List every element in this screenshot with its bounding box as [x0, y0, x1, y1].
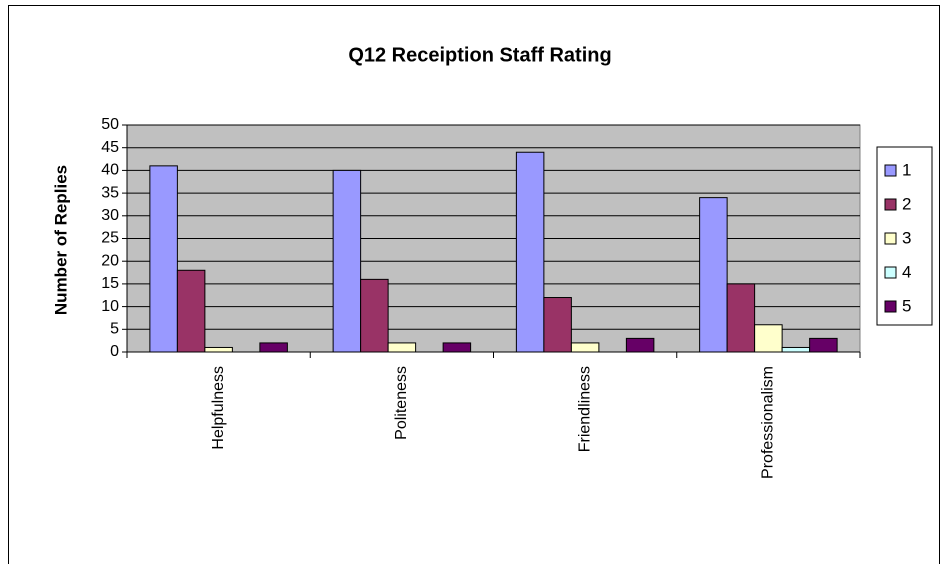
bar	[781, 346, 811, 353]
legend-swatch	[884, 300, 897, 313]
bar	[543, 297, 572, 353]
bar	[149, 165, 178, 353]
y-tick-label: 40	[101, 162, 119, 179]
legend-label: 4	[902, 262, 911, 281]
bar	[442, 342, 472, 353]
x-tick-label: Friendliness	[576, 366, 593, 452]
legend-swatch	[884, 232, 897, 245]
chart-title: Q12 Receiption Staff Rating	[348, 44, 611, 66]
x-tick-label: Professionalism	[760, 366, 777, 479]
legend-swatch	[884, 164, 897, 177]
y-tick-label: 10	[101, 298, 119, 315]
bar	[360, 278, 389, 353]
bar	[570, 342, 600, 353]
legend-label: 2	[902, 194, 911, 213]
bar	[809, 337, 838, 353]
legend-label: 3	[902, 228, 911, 247]
bar	[204, 346, 233, 353]
y-tick-label: 20	[101, 252, 119, 269]
bar	[726, 283, 756, 353]
legend-swatch	[884, 266, 897, 279]
y-tick-label: 25	[101, 230, 119, 247]
y-tick-label: 50	[101, 116, 119, 133]
legend-label: 5	[902, 296, 911, 315]
bar	[387, 342, 417, 353]
y-tick-label: 0	[110, 343, 119, 360]
bar	[699, 197, 728, 353]
y-tick-label: 15	[101, 275, 119, 292]
y-tick-label: 35	[101, 184, 119, 201]
bar	[259, 342, 288, 353]
legend-label: 1	[902, 160, 911, 179]
x-tick-label: Helpfulness	[210, 366, 227, 450]
x-tick-label: Politeness	[393, 366, 410, 440]
y-tick-label: 5	[110, 321, 119, 338]
y-tick-label: 30	[101, 207, 119, 224]
y-tick-label: 45	[101, 139, 119, 156]
legend-swatch	[884, 198, 897, 211]
bar	[332, 169, 362, 353]
bar	[176, 269, 206, 353]
y-axis-label: Number of Replies	[51, 165, 70, 315]
bar	[625, 337, 655, 353]
bar	[754, 324, 783, 353]
bar	[515, 151, 545, 353]
